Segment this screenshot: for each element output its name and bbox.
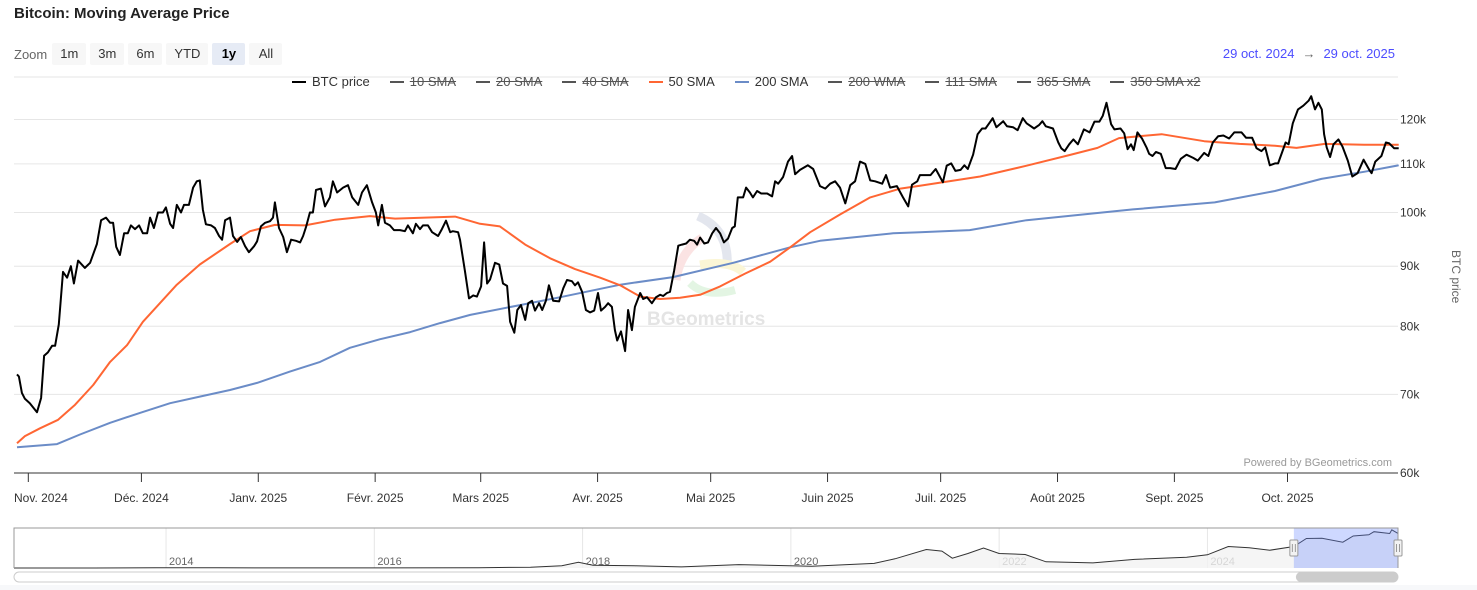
navigator-year-label: 2014 bbox=[169, 556, 193, 568]
x-tick-label: Févr. 2025 bbox=[347, 491, 404, 505]
y-tick-label: 60k bbox=[1400, 466, 1420, 480]
y-tick-label: 80k bbox=[1400, 319, 1420, 333]
y-axis-title: BTC price bbox=[1449, 250, 1463, 304]
y-tick-label: 90k bbox=[1400, 259, 1420, 273]
legend: BTC price 10 SMA 20 SMA 40 SMA 50 SMA 200 SMA… bbox=[292, 74, 1201, 89]
handle-grip-icon[interactable] bbox=[1393, 539, 1403, 557]
legend-line-symbol-icon bbox=[1016, 80, 1031, 83]
legend-line-symbol-icon bbox=[476, 80, 491, 83]
legend-item-label: 350 SMA x2 bbox=[1130, 74, 1201, 89]
legend-item-label: 111 SMA bbox=[945, 74, 997, 89]
x-tick-label: Sept. 2025 bbox=[1145, 491, 1203, 505]
watermark-logo-arc-green bbox=[687, 279, 737, 297]
x-tick-label: Oct. 2025 bbox=[1261, 491, 1313, 505]
handle-grip-icon[interactable] bbox=[1289, 539, 1299, 557]
zoom-1m-button[interactable]: 1m bbox=[52, 43, 87, 65]
legend-item-10-sma[interactable]: 10 SMA bbox=[389, 74, 457, 89]
legend-line-symbol-icon bbox=[925, 80, 940, 83]
chart-title: Bitcoin: Moving Average Price bbox=[14, 5, 230, 22]
legend-item-365-sma[interactable]: 365 SMA bbox=[1016, 74, 1091, 89]
x-tick-label: Déc. 2024 bbox=[114, 491, 169, 505]
zoom-all-button[interactable]: All bbox=[249, 43, 283, 65]
x-tick-label: Janv. 2025 bbox=[229, 491, 287, 505]
legend-item-label: BTC price bbox=[312, 74, 370, 89]
legend-line-symbol-icon bbox=[828, 80, 843, 83]
x-tick-label: Nov. 2024 bbox=[14, 491, 68, 505]
credits-link[interactable]: Powered by BGeometrics.com bbox=[1243, 457, 1392, 469]
navigator-area bbox=[14, 529, 1398, 568]
y-tick-label: 70k bbox=[1400, 387, 1420, 401]
zoom-6m-button[interactable]: 6m bbox=[128, 43, 163, 65]
x-tick-label: Avr. 2025 bbox=[572, 491, 623, 505]
legend-item-label: 20 SMA bbox=[496, 74, 543, 89]
legend-item-label: 200 SMA bbox=[754, 74, 809, 89]
scrollbar-thumb[interactable] bbox=[1295, 572, 1398, 582]
legend-line-symbol-icon bbox=[1110, 80, 1125, 83]
navigator[interactable]: 201420162018202020222024 bbox=[0, 527, 1477, 590]
series-line-200-sma[interactable] bbox=[16, 164, 1399, 449]
navigator-left-handle[interactable] bbox=[1289, 539, 1299, 557]
range-from-input[interactable]: 29 oct. 2024 bbox=[1222, 46, 1295, 61]
scrollbar-track[interactable] bbox=[13, 571, 1399, 583]
y-tick-label: 120k bbox=[1400, 112, 1427, 126]
navigator-year-label: 2020 bbox=[794, 556, 818, 568]
legend-item-btc-price[interactable]: BTC price bbox=[292, 74, 370, 89]
legend-item-label: 10 SMA bbox=[409, 74, 457, 89]
legend-item-50-sma[interactable]: 50 SMA bbox=[648, 74, 715, 89]
legend-item-label: 50 SMA bbox=[668, 74, 715, 89]
legend-item-111-sma[interactable]: 111 SMA bbox=[925, 74, 997, 89]
legend-line-symbol-icon bbox=[648, 80, 663, 83]
x-tick-label: Août 2025 bbox=[1030, 491, 1085, 505]
legend-item-label: 40 SMA bbox=[582, 74, 629, 89]
legend-line-symbol-icon bbox=[734, 80, 749, 83]
legend-item-350-sma-x2[interactable]: 350 SMA x2 bbox=[1110, 74, 1201, 89]
navigator-right-handle[interactable] bbox=[1393, 539, 1403, 557]
navigator-year-label: 2016 bbox=[377, 556, 401, 568]
y-tick-label: 100k bbox=[1400, 205, 1427, 219]
legend-item-40-sma[interactable]: 40 SMA bbox=[562, 74, 629, 89]
watermark-text: BGeometrics bbox=[647, 309, 765, 330]
zoom-label: Zoom bbox=[14, 46, 48, 62]
navigator-series-line bbox=[14, 529, 1399, 569]
range-arrow: → bbox=[1302, 46, 1316, 61]
x-axis: Nov. 2024 Déc. 2024 Janv. 2025 Févr. 2025 Ma… bbox=[14, 472, 1398, 505]
gridlines bbox=[14, 76, 1398, 395]
date-range: 29 oct. 2024 → 29 oct. 2025 bbox=[1223, 46, 1395, 61]
legend-item-200-wma[interactable]: 200 WMA bbox=[828, 74, 905, 89]
legend-line-symbol-icon bbox=[292, 80, 306, 83]
legend-item-200-sma[interactable]: 200 SMA bbox=[734, 74, 809, 89]
navigator-selected-range[interactable] bbox=[1293, 528, 1398, 568]
legend-line-symbol-icon bbox=[562, 80, 577, 83]
zoom-ytd-button[interactable]: YTD bbox=[166, 43, 209, 65]
series-line-50-sma[interactable] bbox=[16, 133, 1399, 445]
range-selector: Zoom 1m 3m 6m YTD 1y All bbox=[14, 43, 283, 65]
page-bottom-strip bbox=[0, 585, 1477, 590]
y-axis: 60k 70k 80k 90k 100k 110k 120k bbox=[1400, 112, 1427, 480]
series-layer bbox=[16, 95, 1399, 449]
legend-line-symbol-icon bbox=[389, 80, 404, 83]
zoom-3m-button[interactable]: 3m bbox=[90, 43, 125, 65]
x-tick-label: Mai 2025 bbox=[686, 491, 736, 505]
legend-item-label: 365 SMA bbox=[1036, 74, 1091, 89]
x-tick-label: Juin 2025 bbox=[802, 491, 854, 505]
legend-item-label: 200 WMA bbox=[848, 74, 906, 89]
zoom-1y-button[interactable]: 1y bbox=[212, 43, 246, 65]
range-to-input[interactable]: 29 oct. 2025 bbox=[1323, 46, 1395, 61]
x-tick-label: Juil. 2025 bbox=[915, 491, 967, 505]
x-tick-label: Mars 2025 bbox=[452, 491, 509, 505]
legend-item-20-sma[interactable]: 20 SMA bbox=[476, 74, 542, 89]
series-line-btc-price[interactable] bbox=[16, 95, 1399, 414]
y-tick-label: 110k bbox=[1400, 157, 1426, 171]
